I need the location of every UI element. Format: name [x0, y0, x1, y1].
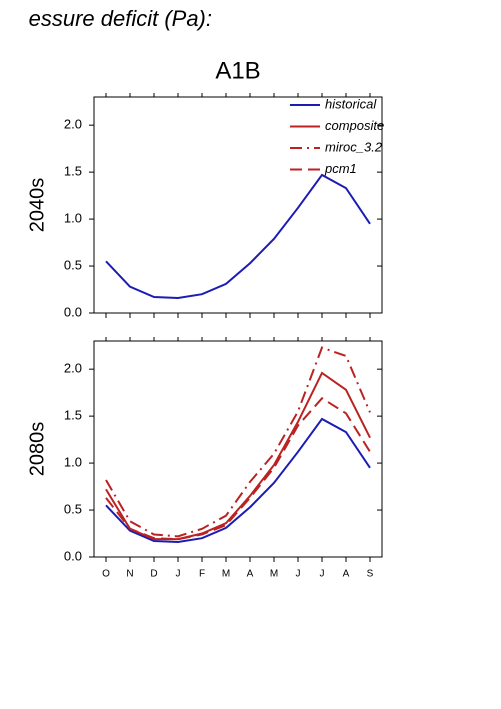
legend-label: composite: [325, 118, 384, 133]
legend-label: pcm1: [324, 161, 357, 176]
x-tick-label: D: [150, 569, 157, 580]
x-tick-label: A: [343, 569, 350, 580]
y-tick-label: 1.5: [64, 408, 82, 423]
x-tick-label: J: [176, 569, 181, 580]
x-tick-label: N: [126, 569, 133, 580]
y-tick-label: 1.5: [64, 164, 82, 179]
series-line: [105, 417, 371, 543]
x-tick-label: J: [296, 569, 301, 580]
series-line: [105, 396, 371, 541]
y-tick-label: 1.0: [64, 211, 82, 226]
legend-label: miroc_3.2: [325, 139, 383, 154]
plot-frame: [93, 96, 383, 314]
y-tick-label: 0.5: [64, 501, 82, 516]
y-tick-label: 2.0: [64, 361, 82, 376]
x-tick-label: J: [320, 569, 325, 580]
y-tick-label: 2.0: [64, 117, 82, 132]
figure-title: essure deficit (Pa):: [29, 6, 212, 31]
legend-label: historical: [325, 96, 377, 111]
x-tick-label: O: [102, 569, 110, 580]
x-tick-label: S: [367, 569, 374, 580]
y-axis-label: 2040s: [26, 178, 48, 233]
x-tick-label: F: [199, 569, 205, 580]
x-tick-label: A: [247, 569, 254, 580]
y-tick-label: 1.0: [64, 455, 82, 470]
scenario-title: A1B: [215, 57, 260, 84]
series-line: [105, 371, 371, 541]
plot-frame: [93, 340, 383, 558]
y-tick-label: 0.0: [64, 304, 82, 319]
y-axis-label: 2080s: [26, 422, 48, 477]
series-line: [105, 173, 371, 299]
x-tick-label: M: [222, 569, 230, 580]
series-line: [105, 346, 371, 538]
y-tick-label: 0.5: [64, 257, 82, 272]
y-tick-label: 0.0: [64, 548, 82, 563]
x-tick-label: M: [270, 569, 278, 580]
